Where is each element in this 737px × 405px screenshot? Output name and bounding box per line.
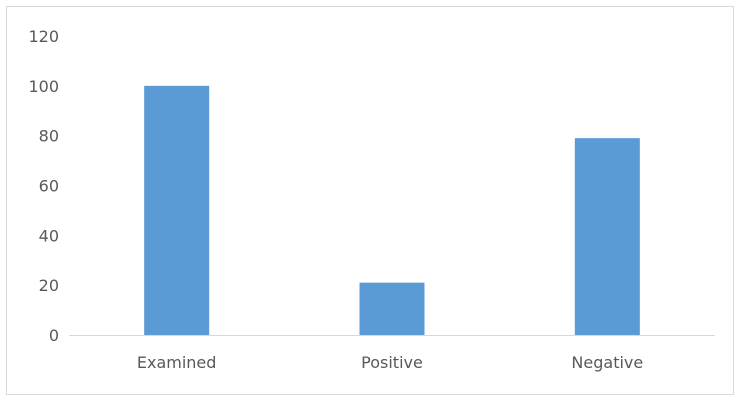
y-tick-label: 40: [39, 226, 59, 245]
x-tick-label-positive: Positive: [361, 353, 423, 372]
y-tick-label: 0: [49, 326, 59, 345]
y-tick-label: 20: [39, 276, 59, 295]
chart-area: 0 20 40 60 80 100 120 Examined Positive Negative: [6, 6, 734, 395]
bars: [144, 85, 640, 335]
x-axis-tick-labels: Examined Positive Negative: [137, 353, 643, 372]
bar-chart: 0 20 40 60 80 100 120 Examined Positive Negative: [28, 27, 715, 372]
bar-negative: [574, 138, 640, 335]
bar-positive: [359, 282, 425, 335]
bar-examined: [144, 85, 210, 335]
x-tick-label-examined: Examined: [137, 353, 217, 372]
y-tick-label: 60: [39, 177, 59, 196]
y-tick-label: 100: [28, 77, 59, 96]
x-tick-label-negative: Negative: [571, 353, 643, 372]
y-tick-label: 80: [39, 127, 59, 146]
y-tick-label: 120: [28, 27, 59, 46]
y-axis-tick-labels: 0 20 40 60 80 100 120: [28, 27, 59, 345]
